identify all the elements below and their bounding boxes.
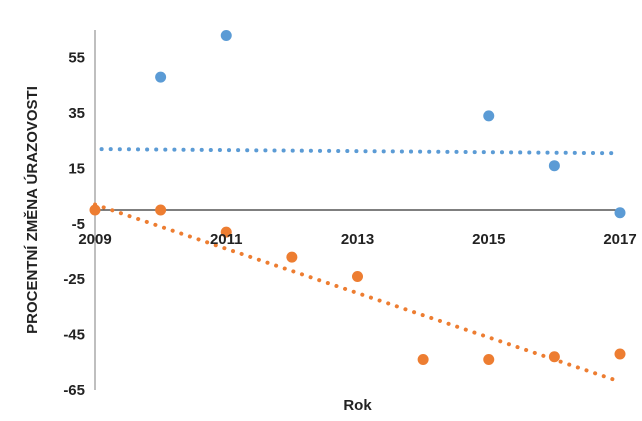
data-point-series-2 [286, 251, 298, 263]
data-point-series-1 [220, 30, 232, 42]
data-point-series-2 [89, 204, 101, 216]
data-point-series-1 [483, 110, 495, 122]
y-tick-label: 35 [68, 105, 85, 122]
y-axis-title: PROCENTNÍ ZMĚNA ÚRAZOVOSTI [23, 86, 41, 334]
x-tick-label: 2009 [78, 231, 111, 248]
trendline-series-2 [93, 202, 622, 384]
tick-labels: 55 35 15 -5 -25 -45 -65 2009 2011 2013 2015 2017 [63, 50, 636, 399]
x-axis-title: Rok [343, 397, 372, 414]
x-tick-label: 2015 [472, 231, 505, 248]
data-point-series-1 [155, 71, 167, 83]
data-point-series-2 [220, 226, 232, 238]
data-point-series-2 [417, 354, 429, 366]
data-point-series-1 [614, 207, 626, 219]
y-tick-label: -45 [63, 327, 85, 344]
x-tick-label: 2011 [210, 231, 243, 248]
data-point-series-2 [155, 204, 167, 216]
y-tick-label: 15 [68, 160, 85, 177]
data-point-series-2 [548, 351, 560, 363]
y-tick-label: -65 [63, 382, 85, 399]
y-tick-label: -5 [72, 216, 85, 233]
y-tick-label: 55 [68, 50, 85, 67]
trendlines [93, 147, 622, 384]
data-point-series-2 [352, 270, 363, 282]
x-tick-label: 2013 [341, 231, 374, 248]
data-point-series-2 [614, 348, 626, 360]
data-point-series-1 [548, 160, 560, 172]
x-tick-label: 2017 [603, 231, 636, 248]
data-points [89, 30, 626, 366]
y-tick-label: -25 [63, 271, 85, 288]
data-point-series-2 [483, 354, 495, 366]
